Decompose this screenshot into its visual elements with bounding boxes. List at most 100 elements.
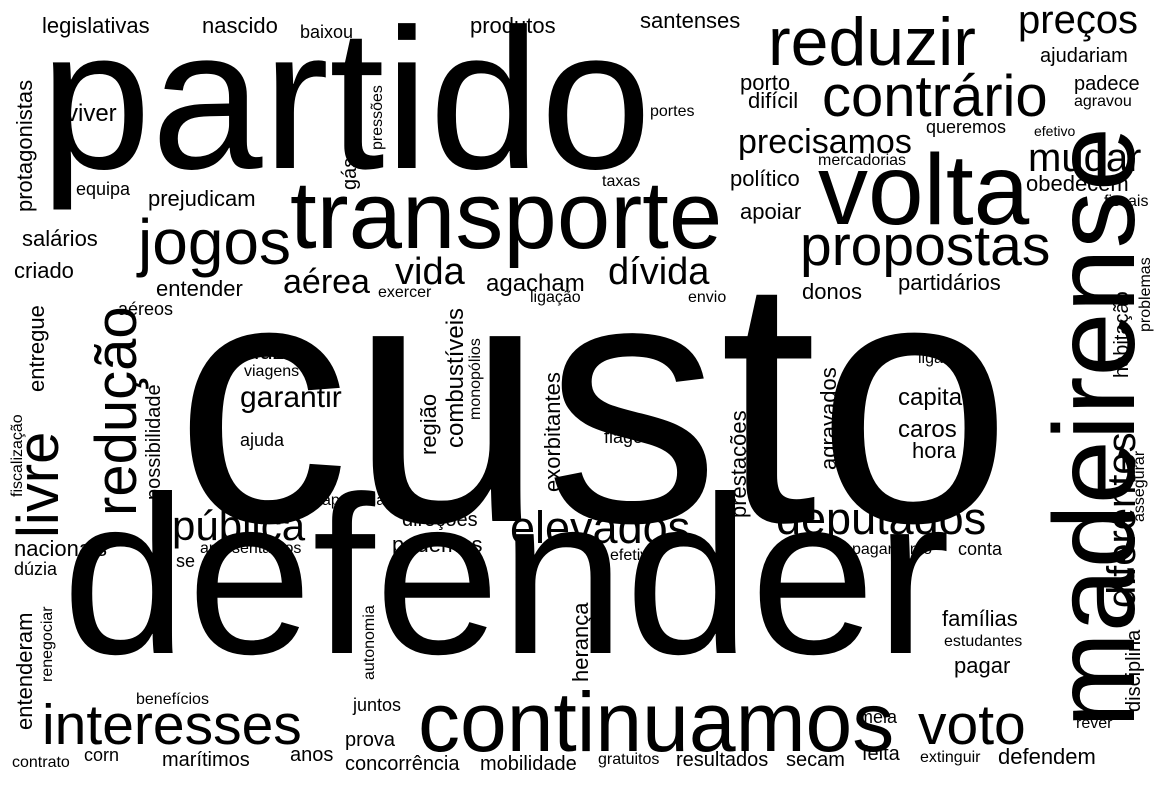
cloud-word: renegociar bbox=[39, 606, 56, 682]
cloud-word: prestações bbox=[726, 410, 751, 518]
cloud-word: contrário bbox=[822, 64, 1048, 129]
cloud-word: prova bbox=[345, 729, 396, 751]
cloud-word: preços bbox=[1018, 0, 1139, 42]
cloud-word: marítimos bbox=[162, 749, 250, 771]
cloud-word: defendem bbox=[998, 744, 1096, 769]
cloud-word: anos bbox=[290, 744, 334, 766]
cloud-word: luz bbox=[254, 338, 285, 365]
cloud-word: deputados bbox=[776, 493, 987, 544]
cloud-word: feita bbox=[862, 743, 900, 765]
cloud-word: flagelo bbox=[604, 427, 658, 447]
cloud-word: gás bbox=[339, 157, 361, 190]
cloud-word: entenderam bbox=[12, 612, 37, 730]
cloud-word: gratuitos bbox=[598, 751, 660, 768]
cloud-word: protagonistas bbox=[12, 79, 37, 212]
cloud-word: juntos bbox=[353, 695, 402, 715]
cloud-word: redução bbox=[84, 306, 149, 516]
cloud-word: porto bbox=[740, 70, 791, 95]
cloud-word: ajuda bbox=[240, 430, 285, 450]
cloud-word: precisamos bbox=[738, 123, 912, 161]
cloud-word: pública bbox=[172, 502, 306, 549]
cloud-word: pagar bbox=[954, 653, 1011, 678]
cloud-word: santenses bbox=[640, 8, 741, 33]
cloud-word: obedecem bbox=[1026, 171, 1129, 196]
cloud-word: fiscais bbox=[1104, 193, 1149, 210]
cloud-word: extinguir bbox=[920, 749, 981, 766]
cloud-word: donos bbox=[802, 279, 862, 304]
cloud-word: entregue bbox=[24, 305, 49, 392]
cloud-word: defender bbox=[62, 449, 951, 701]
cloud-word: benefícios bbox=[136, 691, 209, 708]
cloud-word: interesses bbox=[42, 693, 302, 757]
cloud-word: direções bbox=[402, 509, 478, 531]
cloud-word: nascido bbox=[202, 13, 278, 38]
cloud-word: nacionais bbox=[14, 536, 107, 561]
cloud-word: viagens bbox=[244, 363, 300, 380]
cloud-word: podemos bbox=[392, 532, 483, 557]
cloud-word: prejudicam bbox=[148, 186, 256, 211]
cloud-word: mercadorias bbox=[818, 152, 907, 169]
cloud-word: caros bbox=[898, 416, 957, 443]
cloud-word: fiscalização bbox=[9, 414, 26, 497]
cloud-word: transporte bbox=[290, 162, 723, 269]
cloud-word: herança bbox=[568, 602, 593, 682]
cloud-word: dúzia bbox=[14, 559, 58, 579]
cloud-word: estudantes bbox=[944, 633, 1023, 650]
cloud-word: custo bbox=[175, 205, 1012, 596]
cloud-word: assegurar bbox=[1131, 450, 1148, 522]
cloud-word: garantir bbox=[240, 381, 342, 414]
cloud-word: monopólios bbox=[467, 338, 484, 420]
cloud-word: entender bbox=[156, 276, 243, 301]
cloud-word: propostas bbox=[800, 214, 1051, 278]
cloud-word: problemas bbox=[1137, 257, 1154, 332]
cloud-word: apertada bbox=[322, 492, 386, 509]
cloud-word: disciplina bbox=[1123, 629, 1145, 712]
cloud-word: possibilidade bbox=[143, 384, 165, 500]
cloud-word: hora bbox=[912, 438, 957, 463]
cloud-word: meia bbox=[858, 707, 898, 727]
cloud-word: combustíveis bbox=[442, 307, 469, 448]
cloud-word: voto bbox=[918, 693, 1026, 757]
cloud-word: exorbitantes bbox=[540, 372, 565, 492]
cloud-word: região bbox=[416, 393, 441, 455]
cloud-word: apresentamos bbox=[200, 540, 302, 557]
cloud-word: baixou bbox=[300, 22, 354, 42]
cloud-word: apoiar bbox=[740, 199, 802, 224]
cloud-word: contrato bbox=[12, 754, 70, 771]
cloud-word: taxas bbox=[602, 173, 641, 190]
cloud-word: concorrência bbox=[345, 753, 460, 775]
cloud-word: capital bbox=[898, 384, 968, 411]
cloud-word: ajudariam bbox=[1040, 45, 1128, 67]
cloud-word: conta bbox=[958, 539, 1003, 559]
cloud-word: efetiva bbox=[610, 547, 658, 564]
cloud-word: volta bbox=[818, 134, 1030, 246]
cloud-word: ligar bbox=[918, 350, 949, 367]
cloud-word: exercer bbox=[378, 284, 432, 301]
cloud-word: produtos bbox=[470, 13, 556, 38]
cloud-word: dívida bbox=[608, 251, 710, 293]
cloud-word: se bbox=[176, 551, 196, 571]
cloud-word: secam bbox=[786, 749, 845, 771]
cloud-word: elevados bbox=[510, 502, 691, 553]
cloud-word: político bbox=[730, 166, 800, 191]
cloud-word: mobilidade bbox=[480, 753, 577, 775]
cloud-word: mudar bbox=[1028, 136, 1142, 180]
cloud-word: queremos bbox=[926, 117, 1007, 137]
cloud-word: agravou bbox=[1074, 93, 1132, 110]
cloud-word: aéreos bbox=[118, 299, 174, 319]
cloud-word: habitação bbox=[1111, 291, 1133, 378]
cloud-word: padece bbox=[1074, 73, 1140, 95]
cloud-word: partido bbox=[40, 0, 652, 211]
cloud-word: rever bbox=[1076, 715, 1113, 732]
cloud-word: difícil bbox=[748, 88, 799, 113]
cloud-word: viver bbox=[66, 100, 117, 127]
cloud-word: autonomia bbox=[361, 605, 378, 680]
cloud-word: aérea bbox=[283, 263, 370, 301]
cloud-word: envio bbox=[688, 289, 727, 306]
cloud-word: vida bbox=[395, 251, 465, 293]
cloud-word: jogos bbox=[138, 206, 291, 278]
cloud-word: agacham bbox=[486, 270, 585, 297]
cloud-word: efetivo bbox=[1034, 123, 1076, 139]
cloud-word: legislativas bbox=[42, 13, 150, 38]
